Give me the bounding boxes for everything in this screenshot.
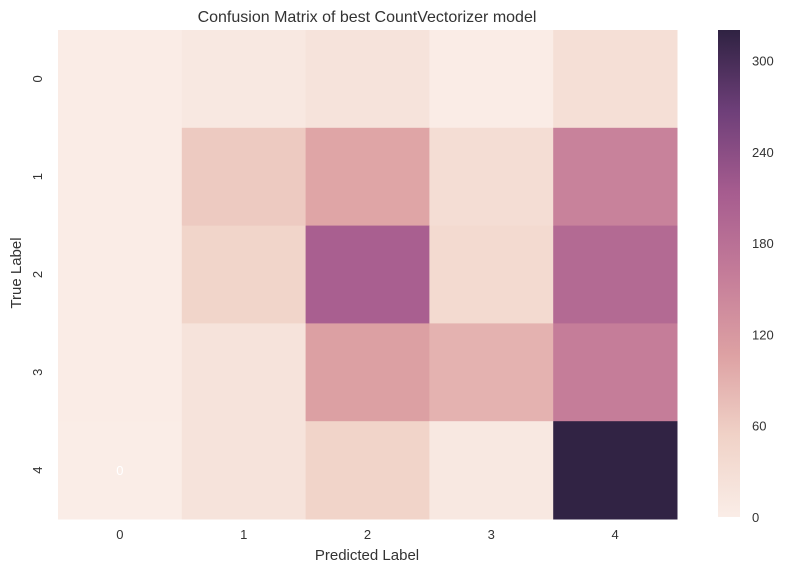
heatmap-cell-r4-c2 xyxy=(305,421,430,520)
y-tick-label-2: 2 xyxy=(30,271,45,278)
y-axis-ticks: 0 1 2 3 4 xyxy=(30,75,45,473)
chart-title: Confusion Matrix of best CountVectorizer… xyxy=(198,9,537,26)
heatmap-cell-r2-c2 xyxy=(305,225,430,324)
colorbar-tick-label-0: 0 xyxy=(752,510,759,525)
y-tick-label-1: 1 xyxy=(30,173,45,180)
heatmap-cell-r1-c0 xyxy=(58,127,183,227)
x-tick-label-4: 4 xyxy=(611,527,618,542)
y-axis-title: True Label xyxy=(8,237,25,308)
heatmap-cell-r0-c3 xyxy=(429,30,554,129)
y-tick-label-4: 4 xyxy=(30,466,45,473)
colorbar xyxy=(718,30,740,517)
cell-annotation-r4-c0: 0 xyxy=(116,463,123,478)
heatmap-cell-r0-c1 xyxy=(181,30,307,129)
heatmap-cell-r4-c0 xyxy=(58,421,183,520)
heatmap-cell-r2-c3 xyxy=(429,225,554,324)
heatmap-cell-r2-c4 xyxy=(553,225,678,324)
colorbar-tick-label-120: 120 xyxy=(752,327,774,342)
heatmap-cell-r2-c0 xyxy=(58,225,183,324)
heatmap-cell-r1-c1 xyxy=(181,127,307,227)
heatmap-cell-r4-c4 xyxy=(553,421,678,520)
heatmap-cell-labels: 0 xyxy=(116,463,123,478)
heatmap-cells xyxy=(58,30,678,520)
heatmap-cell-r3-c3 xyxy=(429,323,554,422)
heatmap-cell-r3-c4 xyxy=(553,323,678,422)
heatmap-cell-r0-c2 xyxy=(305,30,430,129)
y-tick-label-3: 3 xyxy=(30,369,45,376)
heatmap-cell-r4-c3 xyxy=(429,421,554,520)
colorbar-tick-label-180: 180 xyxy=(752,236,774,251)
x-tick-label-1: 1 xyxy=(240,527,247,542)
heatmap-cell-r1-c4 xyxy=(553,127,678,227)
x-tick-label-0: 0 xyxy=(116,527,123,542)
colorbar-ticks: 0 60 120 180 240 300 xyxy=(752,53,774,525)
heatmap-cell-r3-c1 xyxy=(181,323,307,422)
x-tick-label-3: 3 xyxy=(488,527,495,542)
heatmap-cell-r2-c1 xyxy=(181,225,307,324)
heatmap-cell-r0-c4 xyxy=(553,30,678,129)
x-axis-ticks: 0 1 2 3 4 xyxy=(116,527,618,542)
heatmap-cell-r1-c3 xyxy=(429,127,554,227)
x-axis-title: Predicted Label xyxy=(315,547,419,564)
colorbar-tick-label-60: 60 xyxy=(752,419,766,434)
heatmap-cell-r3-c2 xyxy=(305,323,430,422)
colorbar-tick-label-300: 300 xyxy=(752,53,774,68)
colorbar-tick-label-240: 240 xyxy=(752,145,774,160)
heatmap-cell-r1-c2 xyxy=(305,127,430,227)
x-tick-label-2: 2 xyxy=(364,527,371,542)
heatmap-cell-r4-c1 xyxy=(181,421,307,520)
y-tick-label-0: 0 xyxy=(30,75,45,82)
heatmap-cell-r0-c0 xyxy=(58,30,183,129)
heatmap-cell-r3-c0 xyxy=(58,323,183,422)
